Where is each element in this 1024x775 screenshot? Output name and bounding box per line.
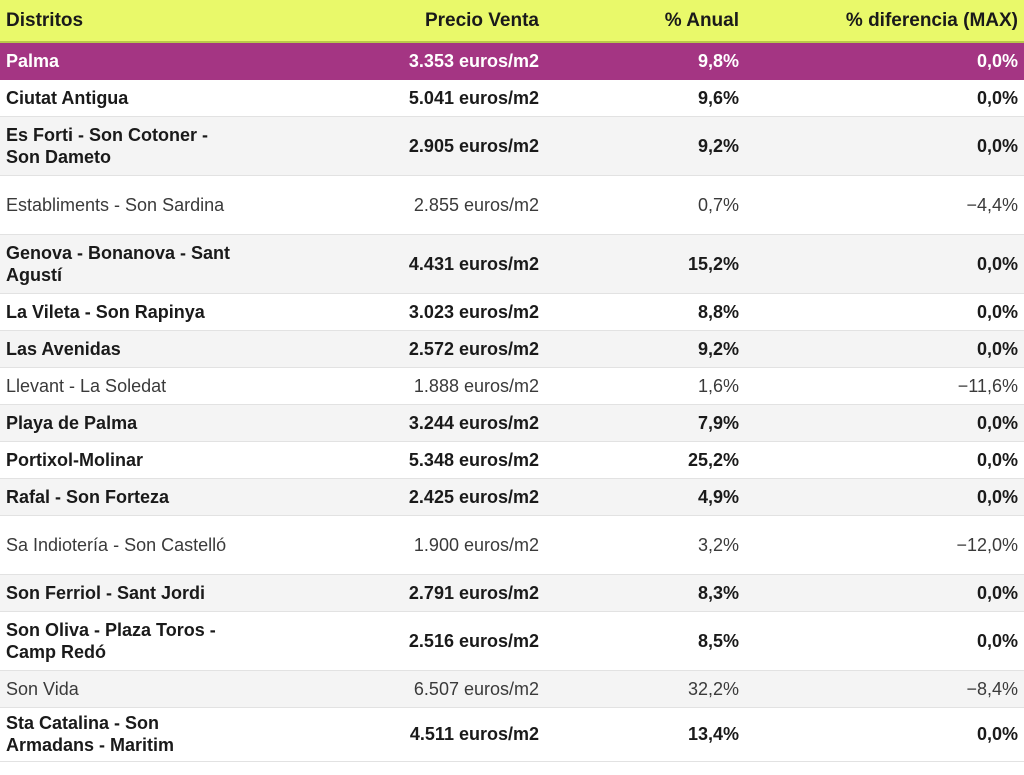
cell-district: Establiments - Son Sardina (0, 175, 245, 235)
cell-anual: 9,6% (545, 79, 745, 117)
cell-anual: 8,3% (545, 574, 745, 612)
table-row: Llevant - La Soledat 1.888 euros/m2 1,6%… (0, 367, 1024, 405)
table-row: Portixol-Molinar 5.348 euros/m2 25,2% 0,… (0, 441, 1024, 479)
cell-anual: 4,9% (545, 478, 745, 516)
cell-price: 2.791 euros/m2 (245, 574, 545, 612)
cell-district: Portixol-Molinar (0, 441, 245, 479)
cell-district: Llevant - La Soledat (0, 367, 245, 405)
cell-anual: 3,2% (545, 515, 745, 575)
cell-diff: 0,0% (745, 234, 1024, 294)
table-row: Es Forti - Son Cotoner - Son Dameto 2.90… (0, 116, 1024, 176)
cell-price: 6.507 euros/m2 (245, 670, 545, 708)
cell-diff: 0,0% (745, 404, 1024, 442)
cell-diff: 0,0% (745, 574, 1024, 612)
cell-diff: 0,0% (745, 611, 1024, 671)
cell-diff: −4,4% (745, 175, 1024, 235)
cell-price: 1.888 euros/m2 (245, 367, 545, 405)
cell-district: La Vileta - Son Rapinya (0, 293, 245, 331)
cell-diff: 0,0% (745, 707, 1024, 762)
cell-price: 2.516 euros/m2 (245, 611, 545, 671)
table-row: Ciutat Antigua 5.041 euros/m2 9,6% 0,0% (0, 79, 1024, 117)
header-row: Distritos Precio Venta % Anual % diferen… (0, 0, 1024, 43)
table-row: Sa Indiotería - Son Castelló 1.900 euros… (0, 515, 1024, 575)
table-row: Son Ferriol - Sant Jordi 2.791 euros/m2 … (0, 574, 1024, 612)
cell-price: 2.572 euros/m2 (245, 330, 545, 368)
cell-anual: 0,7% (545, 175, 745, 235)
header-distritos: Distritos (0, 0, 245, 43)
cell-price: 3.023 euros/m2 (245, 293, 545, 331)
cell-anual: 13,4% (545, 707, 745, 762)
header-anual: % Anual (545, 0, 745, 43)
cell-anual: 1,6% (545, 367, 745, 405)
cell-anual: 7,9% (545, 404, 745, 442)
cell-anual: 32,2% (545, 670, 745, 708)
cell-district: Es Forti - Son Cotoner - Son Dameto (0, 116, 245, 176)
cell-anual: 9,2% (545, 330, 745, 368)
header-precio-venta: Precio Venta (245, 0, 545, 43)
cell-diff: 0,0% (745, 293, 1024, 331)
cell-district: Son Ferriol - Sant Jordi (0, 574, 245, 612)
table-body: Palma 3.353 euros/m2 9,8% 0,0% Ciutat An… (0, 42, 1024, 762)
table-row: Rafal - Son Forteza 2.425 euros/m2 4,9% … (0, 478, 1024, 516)
cell-price: 4.431 euros/m2 (245, 234, 545, 294)
cell-diff: 0,0% (745, 116, 1024, 176)
cell-price: 2.855 euros/m2 (245, 175, 545, 235)
cell-anual: 9,8% (545, 42, 745, 80)
cell-district: Son Oliva - Plaza Toros - Camp Redó (0, 611, 245, 671)
cell-diff: −12,0% (745, 515, 1024, 575)
table-row: Son Vida 6.507 euros/m2 32,2% −8,4% (0, 670, 1024, 708)
cell-anual: 8,8% (545, 293, 745, 331)
cell-diff: 0,0% (745, 478, 1024, 516)
table-row: Playa de Palma 3.244 euros/m2 7,9% 0,0% (0, 404, 1024, 442)
cell-district: Genova - Bonanova - Sant Agustí (0, 234, 245, 294)
table-row: Las Avenidas 2.572 euros/m2 9,2% 0,0% (0, 330, 1024, 368)
cell-district: Rafal - Son Forteza (0, 478, 245, 516)
table-header: Distritos Precio Venta % Anual % diferen… (0, 0, 1024, 43)
cell-district: Ciutat Antigua (0, 79, 245, 117)
header-diferencia: % diferencia (MAX) (745, 0, 1024, 43)
table-row: Son Oliva - Plaza Toros - Camp Redó 2.51… (0, 611, 1024, 671)
cell-anual: 15,2% (545, 234, 745, 294)
table-row: Sta Catalina - Son Armadans - Maritim 4.… (0, 707, 1024, 762)
cell-anual: 8,5% (545, 611, 745, 671)
cell-anual: 9,2% (545, 116, 745, 176)
cell-price: 2.905 euros/m2 (245, 116, 545, 176)
cell-diff: −11,6% (745, 367, 1024, 405)
cell-price: 2.425 euros/m2 (245, 478, 545, 516)
cell-diff: 0,0% (745, 441, 1024, 479)
cell-price: 5.041 euros/m2 (245, 79, 545, 117)
cell-price: 4.511 euros/m2 (245, 707, 545, 762)
cell-price: 3.353 euros/m2 (245, 42, 545, 80)
table-row: La Vileta - Son Rapinya 3.023 euros/m2 8… (0, 293, 1024, 331)
table-row: Establiments - Son Sardina 2.855 euros/m… (0, 175, 1024, 235)
cell-diff: −8,4% (745, 670, 1024, 708)
table-row: Genova - Bonanova - Sant Agustí 4.431 eu… (0, 234, 1024, 294)
cell-price: 1.900 euros/m2 (245, 515, 545, 575)
cell-district: Sta Catalina - Son Armadans - Maritim (0, 707, 245, 762)
cell-price: 5.348 euros/m2 (245, 441, 545, 479)
cell-anual: 25,2% (545, 441, 745, 479)
cell-diff: 0,0% (745, 79, 1024, 117)
cell-district: Playa de Palma (0, 404, 245, 442)
cell-district: Sa Indiotería - Son Castelló (0, 515, 245, 575)
cell-diff: 0,0% (745, 42, 1024, 80)
cell-diff: 0,0% (745, 330, 1024, 368)
table-row-total: Palma 3.353 euros/m2 9,8% 0,0% (0, 42, 1024, 80)
cell-price: 3.244 euros/m2 (245, 404, 545, 442)
cell-district: Palma (0, 42, 245, 80)
cell-district: Las Avenidas (0, 330, 245, 368)
cell-district: Son Vida (0, 670, 245, 708)
